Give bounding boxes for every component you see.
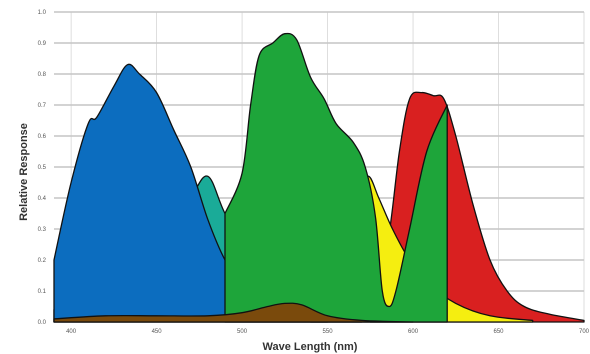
x-axis-title: Wave Length (nm) [263,341,358,353]
x-tick-label: 650 [494,329,505,335]
y-tick-label: 0.6 [38,134,47,140]
y-tick-label: 1.0 [38,10,47,16]
y-axis-ticks: 0.0 0.1 0.2 0.3 0.4 0.5 0.6 0.7 0.8 0.9 1.0 [38,10,47,326]
x-tick-label: 400 [66,329,77,335]
series-areas [53,32,585,323]
y-tick-label: 0.0 [38,320,47,326]
y-tick-label: 0.7 [38,103,47,109]
series-area-6 [53,302,414,323]
x-tick-label: 700 [579,329,590,335]
y-axis-title: Relative Response [18,123,30,221]
y-tick-label: 0.3 [38,227,47,233]
x-tick-label: 500 [237,329,248,335]
y-tick-label: 0.9 [38,41,47,47]
x-axis-ticks: 400 450 500 550 600 650 700 [66,329,590,335]
y-tick-label: 0.8 [38,72,47,78]
y-tick-label: 0.4 [38,196,47,202]
x-tick-label: 450 [152,329,163,335]
series-area-5 [224,32,448,323]
y-tick-label: 0.5 [38,165,47,171]
x-tick-label: 600 [408,329,419,335]
y-tick-label: 0.2 [38,258,47,264]
x-tick-label: 550 [323,329,334,335]
y-tick-label: 0.1 [38,289,47,295]
